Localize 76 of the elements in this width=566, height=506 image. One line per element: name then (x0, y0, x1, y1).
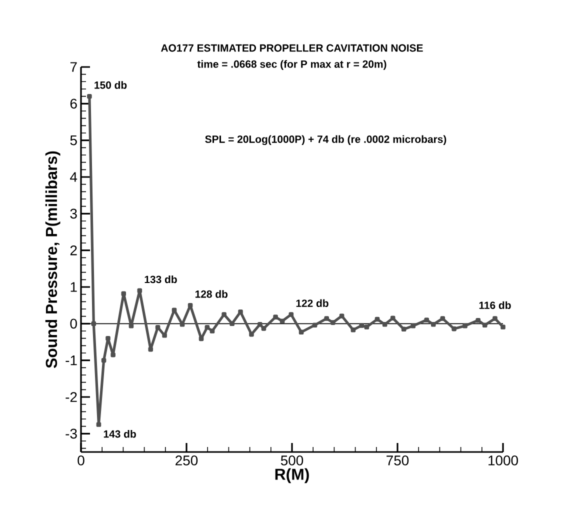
point (339, 314, 344, 318)
x-tick-label: 500 (280, 456, 304, 466)
x-tick-label: 250 (176, 456, 198, 466)
point (382, 322, 388, 327)
chart-subtitle: time = .0668 sec (for P max at r = 20m) (197, 60, 386, 70)
y-tick-label: 6 (70, 98, 77, 109)
annotation: 150 db (94, 81, 127, 89)
annotation: 133 db (144, 275, 177, 284)
y-tick-label: 4 (70, 172, 78, 182)
point (273, 314, 278, 320)
x-axis-title: R(M) (275, 468, 309, 484)
y-tick-label: 3 (70, 208, 77, 219)
point (204, 324, 210, 330)
point (180, 322, 185, 327)
point (280, 318, 285, 324)
point (364, 324, 370, 330)
point (288, 312, 294, 317)
point (324, 316, 329, 321)
point (482, 322, 488, 328)
point (374, 316, 380, 322)
chart-title: AO177 ESTIMATED PROPELLER CAVITATION NOISE (161, 44, 423, 52)
annotation: 143 db (104, 430, 136, 438)
point (222, 312, 226, 317)
point (210, 328, 215, 334)
point (298, 330, 304, 334)
point (137, 288, 142, 294)
point (258, 322, 262, 327)
point (390, 316, 396, 321)
x-tick-label: 1000 (488, 456, 518, 466)
point (476, 318, 480, 323)
point (330, 320, 336, 325)
y-tick-label: -2 (66, 392, 77, 402)
point (110, 352, 116, 358)
point (188, 302, 193, 308)
point (121, 291, 126, 296)
y-axis-title: Sound Pressure, P(millibars) (45, 151, 60, 368)
point (91, 321, 96, 326)
point (492, 316, 498, 321)
y-tick-label: 1 (70, 282, 77, 292)
point (462, 323, 468, 328)
point (452, 326, 456, 332)
point (261, 326, 266, 331)
point (359, 323, 364, 328)
point (401, 326, 406, 332)
x-tick-label: 0 (78, 456, 84, 466)
point (148, 346, 154, 352)
point (440, 316, 446, 321)
annotation: 122 db (296, 299, 328, 307)
point (249, 332, 254, 337)
annotation: 128 db (195, 290, 228, 298)
point (238, 310, 243, 314)
y-tick-label: 7 (70, 62, 77, 72)
point (101, 358, 106, 363)
point (230, 321, 234, 326)
point (96, 422, 102, 427)
y-tick-label: -1 (66, 356, 77, 366)
point (198, 336, 204, 342)
point (128, 323, 134, 328)
point (162, 333, 167, 338)
point (424, 318, 430, 322)
point (155, 324, 160, 330)
y-tick-label: 5 (70, 135, 77, 146)
point (312, 322, 318, 328)
point (172, 308, 177, 312)
point (430, 322, 436, 327)
point (350, 328, 356, 332)
y-tick-label: 2 (70, 245, 77, 256)
y-tick-label: -3 (66, 428, 77, 439)
annotation: 116 db (479, 301, 511, 310)
x-tick-label: 750 (386, 456, 409, 466)
point (410, 323, 416, 328)
point (106, 336, 110, 341)
y-tick-label: 0 (70, 318, 77, 329)
point (500, 324, 506, 330)
annotation: SPL = 20Log(1000P) + 74 db (re .0002 microbars) (205, 135, 446, 146)
point (87, 94, 92, 99)
